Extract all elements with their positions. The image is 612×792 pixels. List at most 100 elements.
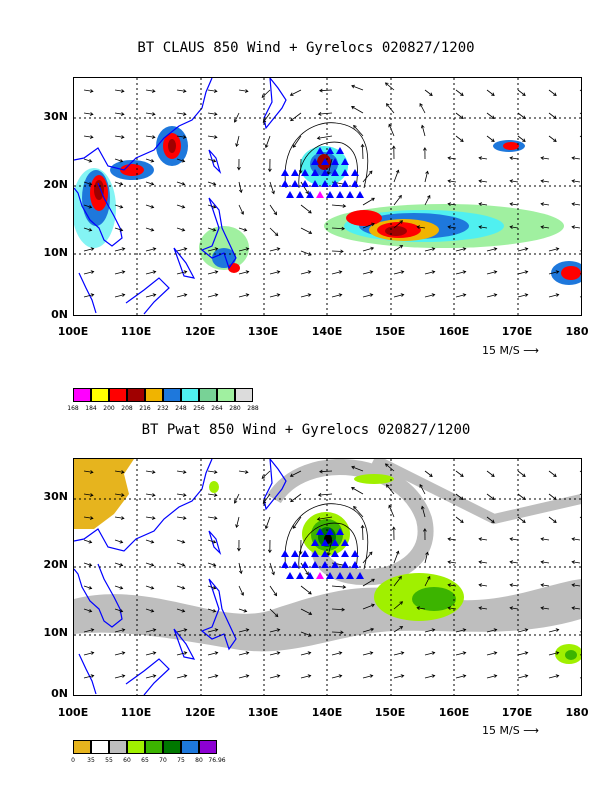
lat-label-20n: 20N [43,178,68,191]
wind-arrow-head [522,138,526,142]
wind-arrow [548,248,559,252]
wind-arrow [238,585,244,596]
wind-arrow [176,271,187,275]
wind-arrow-head [273,592,277,597]
wind-arrow [269,585,277,596]
wind-arrow [176,158,185,162]
wind-arrow [238,204,244,215]
wind-arrow [114,248,125,252]
wind-arrow [207,135,217,138]
reference-vector: 15 M/S ⟶ [482,724,539,737]
wind-arrow [145,227,154,231]
wind-arrow-head [540,225,545,229]
wind-arrow-head [181,608,186,613]
wind-arrow-head [89,112,94,116]
wind-arrow-head [509,202,514,206]
wind-arrow [238,608,247,612]
wind-arrow-head [425,551,429,556]
wind-arrow [419,484,426,495]
wind-arrow-head [212,562,217,567]
wind-arrow-head [245,651,250,655]
wind-arrow-head [119,562,124,567]
gyreloc-triangle [351,561,359,568]
wind-arrow-head [509,179,514,183]
reference-vector-label: 15 M/S [482,344,520,357]
wind-arrow [145,675,156,679]
colorbar-swatch [199,388,217,402]
wind-arrow-head [214,293,219,297]
wind-arrow [386,103,395,114]
wind-arrow-head [400,293,405,297]
wind-arrow-head [212,539,217,544]
coastline [74,78,287,315]
reference-arrow-icon: ⟶ [523,344,539,357]
wind-arrow-head [540,560,545,564]
gyreloc-triangle [326,147,334,154]
gyreloc-triangle [316,528,324,535]
wind-arrow [448,584,457,587]
wind-arrow-head [522,473,526,477]
wind-arrow-head [491,138,495,142]
wind-arrow-head [478,560,483,564]
wind-arrow-head [308,209,312,214]
wind-arrow-head [524,270,529,274]
wind-arrow [83,493,93,496]
gyre-center-marker [316,191,324,198]
wind-arrow-head [388,123,392,128]
wind-arrow [351,106,364,114]
gyreloc-triangle [346,572,354,579]
wind-arrow [455,89,464,96]
wind-arrow-head [353,505,357,510]
wind-arrow [548,89,557,96]
wind-arrow-head [431,651,436,655]
gyreloc-triangle [356,572,364,579]
wind-arrow-head [524,628,529,632]
wind-arrow-head [182,135,187,139]
wind-arrow [455,470,464,477]
claus-map [73,77,582,316]
wind-arrow [114,585,123,589]
wind-arrow-head [399,601,404,605]
wind-arrow [238,294,249,298]
wind-arrow-head [213,493,218,497]
wind-arrow [290,89,302,96]
wind-arrow [83,675,94,679]
wind-arrow [486,248,497,252]
gyreloc-triangle [301,180,309,187]
wind-arrow-head [119,608,124,613]
wind-arrow-head [509,606,514,610]
wind-arrow [393,220,403,229]
wind-arrow [548,493,557,500]
pwat-map [73,458,582,696]
wind-arrow-head [491,92,495,96]
wind-arrow [83,629,94,633]
wind-arrow [238,227,247,231]
wind-arrow [393,652,404,656]
wind-arrow [207,294,218,298]
coastline [74,459,287,695]
wind-arrow [207,516,217,519]
gyreloc-triangle [286,572,294,579]
wind-arrow-head [151,493,156,497]
wind-arrow-head [460,519,464,523]
wind-arrow [362,197,375,206]
wind-arrow [362,247,374,252]
gyreloc-triangle [351,169,359,176]
wind-arrow [207,562,216,566]
wind-arrow-head [342,585,347,589]
wind-arrow-head [181,181,186,186]
gyreloc-triangle [301,550,309,557]
wind-arrow [479,157,488,160]
wind-arrow-head [244,470,249,474]
gyreloc-triangle [311,158,319,165]
wind-arrow [300,562,309,575]
wind-arrow [234,112,240,123]
wind-arrow [114,516,124,519]
wind-arrow-head [555,628,560,632]
colorbar-level-label: 280 [229,405,241,412]
gyreloc-triangle [306,572,314,579]
gyreloc-triangle [341,169,349,176]
wind-arrow [572,157,581,160]
wind-arrow [486,112,495,119]
wind-arrow [448,561,457,564]
